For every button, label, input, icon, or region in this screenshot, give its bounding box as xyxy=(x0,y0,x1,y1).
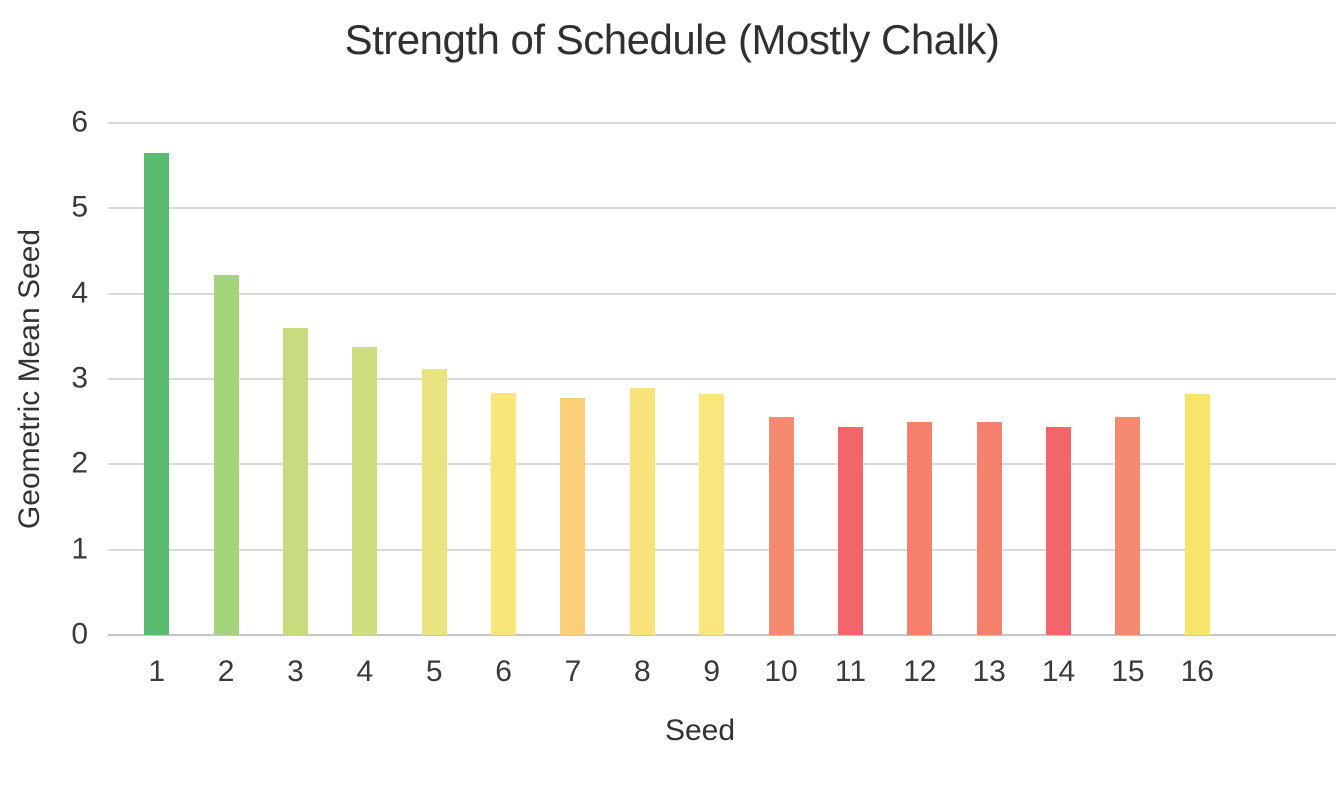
bar-seed-11 xyxy=(837,426,863,635)
bar-slot-8 xyxy=(608,123,677,635)
plot-area xyxy=(108,122,1336,636)
bar-seed-3 xyxy=(282,327,308,635)
bar-slot-16 xyxy=(1163,123,1232,635)
bar-slot-15 xyxy=(1093,123,1162,635)
x-tick-label-6: 6 xyxy=(495,655,512,688)
y-axis-tick-labels: 0 1 2 3 4 5 6 xyxy=(38,105,96,650)
x-tick-label-12: 12 xyxy=(903,655,937,688)
bar-seed-12 xyxy=(907,421,933,635)
chart-title: Strength of Schedule (Mostly Chalk) xyxy=(344,16,1000,63)
bar-slot-3 xyxy=(261,123,330,635)
bar-slot-14 xyxy=(1024,123,1093,635)
bar-seed-7 xyxy=(560,397,586,635)
bar-slot-4 xyxy=(330,123,399,635)
bar-seed-1 xyxy=(144,152,170,635)
bar-series xyxy=(122,123,1232,635)
x-tick-label-9: 9 xyxy=(703,655,721,688)
x-tick-label-16: 16 xyxy=(1180,655,1214,688)
x-tick-label-15: 15 xyxy=(1111,655,1145,688)
bar-slot-2 xyxy=(191,123,260,635)
bar-slot-5 xyxy=(400,123,469,635)
bar-seed-2 xyxy=(213,274,239,635)
bar-slot-1 xyxy=(122,123,191,635)
x-tick-label-5: 5 xyxy=(425,655,443,688)
x-tick-label-14: 14 xyxy=(1041,655,1076,688)
bar-seed-13 xyxy=(976,421,1002,635)
x-tick-label-10: 10 xyxy=(764,655,798,688)
x-tick-label-2: 2 xyxy=(217,655,235,688)
bar-slot-13 xyxy=(955,123,1024,635)
bar-seed-6 xyxy=(491,392,517,635)
bar-seed-4 xyxy=(352,346,378,635)
y-tick-label-2: 2 xyxy=(71,446,88,480)
x-tick-label-8: 8 xyxy=(633,655,651,688)
y-tick-label-1: 1 xyxy=(71,531,88,565)
gridline-y-4 xyxy=(108,292,1336,295)
x-tick-label-1: 1 xyxy=(148,655,166,688)
gridline-y-6 xyxy=(108,122,1336,124)
x-tick-label-11: 11 xyxy=(834,655,867,688)
bar-slot-7 xyxy=(538,123,607,635)
bar-seed-10 xyxy=(768,417,794,635)
gridline-y-0 xyxy=(108,634,1336,636)
y-tick-label-3: 3 xyxy=(71,361,88,395)
bar-slot-6 xyxy=(469,123,538,635)
x-tick-label-7: 7 xyxy=(564,655,582,688)
y-tick-label-4: 4 xyxy=(71,275,88,309)
bar-slot-10 xyxy=(746,123,815,635)
y-tick-label-5: 5 xyxy=(71,190,88,224)
x-tick-label-3: 3 xyxy=(287,655,304,688)
gridline-y-3 xyxy=(108,378,1336,380)
x-tick-label-13: 13 xyxy=(972,655,1006,688)
bar-seed-15 xyxy=(1115,417,1141,635)
x-axis-title: Seed xyxy=(664,714,736,747)
bar-seed-16 xyxy=(1184,394,1210,635)
x-tick-label-4: 4 xyxy=(356,655,374,688)
bar-seed-8 xyxy=(629,387,655,635)
y-tick-label-0: 0 xyxy=(71,617,88,651)
bar-slot-11 xyxy=(816,123,885,635)
bar-slot-12 xyxy=(885,123,954,635)
x-axis-tick-labels: 1 2 3 4 5 6 7 8 9 10 11 12 13 14 15 16 xyxy=(122,655,1232,689)
bar-seed-5 xyxy=(421,368,447,635)
bar-seed-9 xyxy=(699,394,725,635)
y-tick-label-6: 6 xyxy=(71,105,88,139)
bar-seed-14 xyxy=(1046,426,1072,635)
gridline-y-5 xyxy=(108,207,1336,210)
bar-slot-9 xyxy=(677,123,746,635)
